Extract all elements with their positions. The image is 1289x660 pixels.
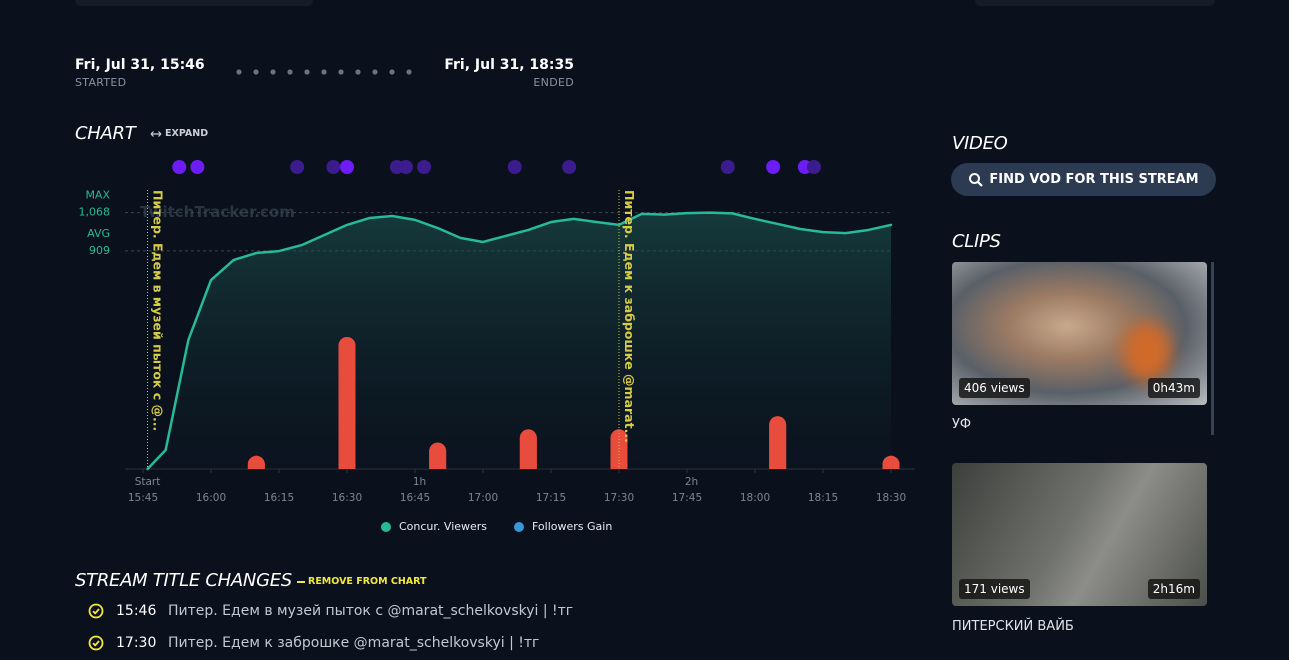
started: Fri, Jul 31, 15:46 STARTED	[75, 57, 205, 89]
change-text: Питер. Едем к заброшке @marat_schelkovsk…	[168, 635, 540, 651]
reference-value: 909	[89, 244, 110, 257]
expand-text: EXPAND	[165, 128, 209, 139]
x-tick-label: 18:00	[740, 492, 770, 504]
search-icon	[969, 172, 984, 187]
event-marker	[720, 160, 735, 174]
elapsed-tick-label: 1h	[413, 476, 426, 488]
event-marker	[806, 160, 821, 174]
start-time: Fri, Jul 31, 15:46	[75, 57, 205, 73]
x-tick-label: 16:30	[332, 492, 362, 504]
ended: Fri, Jul 31, 18:35 ENDED	[420, 57, 574, 89]
clip-views: 171 views	[959, 579, 1030, 599]
dash	[297, 580, 305, 583]
clip-thumbnail[interactable]: 406 views 0h43m	[952, 262, 1207, 405]
x-tick-label: 17:15	[536, 492, 566, 504]
title-change: 17:30 Питер. Едем к заброшке @marat_sche…	[88, 635, 539, 651]
event-marker	[340, 160, 354, 174]
annotation-text: Питер. Едем к заброшке @marat...	[622, 190, 637, 443]
change-text: Питер. Едем в музей пыток с @marat_schel…	[168, 603, 574, 619]
legend-label: Concur. Viewers	[399, 520, 488, 533]
scrollbar[interactable]	[1211, 262, 1214, 435]
event-marker	[172, 160, 187, 174]
change-time: 17:30	[116, 635, 157, 651]
find-vod-button[interactable]: FIND VOD FOR THIS STREAM	[951, 163, 1216, 196]
event-marker	[766, 160, 781, 174]
remove-text: REMOVE FROM CHART	[308, 576, 427, 587]
bar	[882, 455, 900, 469]
event-marker	[290, 160, 305, 174]
x-tick-label: 15:45	[128, 492, 158, 504]
remove-link[interactable]: REMOVE FROM CHART	[297, 576, 427, 587]
legend-swatch	[381, 521, 391, 532]
bar	[610, 429, 628, 469]
x-tick-label: 18:30	[876, 492, 906, 504]
clip-duration: 0h43m	[1147, 378, 1200, 398]
x-tick-label: 16:00	[196, 492, 226, 504]
event-marker	[326, 160, 341, 174]
start-label: STARTED	[75, 76, 127, 89]
title-changes-heading: STREAM TITLE CHANGES	[75, 570, 292, 591]
clip-duration: 2h16m	[1147, 579, 1200, 599]
reference-value: 1,068	[79, 206, 111, 219]
area	[147, 212, 892, 469]
end-label: ENDED	[533, 76, 574, 89]
button-text: FIND VOD FOR THIS STREAM	[989, 172, 1199, 187]
bar	[247, 455, 265, 469]
card-edge	[975, 0, 1215, 6]
end-time: Fri, Jul 31, 18:35	[444, 57, 574, 73]
elapsed-tick-label: 2h	[685, 476, 698, 488]
chart: TwitchTracker.com 15:45 16:00 16:15 16:30 16:…	[79, 160, 915, 504]
event-marker	[562, 160, 577, 174]
clip-views: 406 views	[959, 378, 1030, 398]
x-tick-label: 16:45	[400, 492, 430, 504]
legend-swatch	[514, 521, 524, 532]
clip-title[interactable]: ПИТЕРСКИЙ ВАЙБ	[952, 619, 1074, 634]
event-marker	[190, 160, 205, 174]
event-marker	[507, 160, 522, 174]
x-tick-label: 16:15	[264, 492, 294, 504]
check-icon	[88, 635, 104, 651]
expand-link[interactable]: EXPAND	[150, 128, 208, 139]
reference-label: MAX	[85, 189, 110, 202]
bar	[429, 442, 447, 469]
video-heading: VIDEO	[952, 133, 1008, 154]
bar	[338, 337, 356, 469]
x-tick-label: 17:45	[672, 492, 702, 504]
chart-heading: CHART	[75, 123, 136, 144]
thumb-detail	[1122, 322, 1172, 382]
clip-title[interactable]: УФ	[952, 417, 972, 432]
line	[146, 211, 893, 471]
x-tick-label: 17:00	[468, 492, 498, 504]
x-tick-label: 17:30	[604, 492, 634, 504]
legend-item[interactable]: Concur. Viewers	[381, 520, 487, 533]
check-icon	[88, 603, 104, 619]
bar	[769, 416, 787, 469]
expand-icon	[150, 130, 162, 137]
clips-heading: CLIPS	[952, 231, 1001, 252]
elapsed-tick-label: Start	[135, 476, 161, 488]
watermark: TwitchTracker.com	[140, 203, 295, 221]
x-tick-label: 18:15	[808, 492, 838, 504]
legend-item[interactable]: Followers Gain	[514, 520, 612, 533]
reference-label: AVG	[87, 227, 110, 240]
change-time: 15:46	[116, 603, 157, 619]
event-marker	[398, 160, 413, 174]
legend-label: Followers Gain	[532, 520, 613, 533]
clip-thumbnail[interactable]: 171 views 2h16m	[952, 463, 1207, 606]
card-edge	[75, 0, 313, 6]
event-marker	[417, 160, 432, 174]
title-change: 15:46 Питер. Едем в музей пыток с @marat…	[88, 603, 573, 619]
annotation-text: Питер. Едем в музей пыток с @...	[151, 190, 166, 431]
timeline-dots	[236, 69, 412, 75]
bar	[519, 429, 537, 469]
